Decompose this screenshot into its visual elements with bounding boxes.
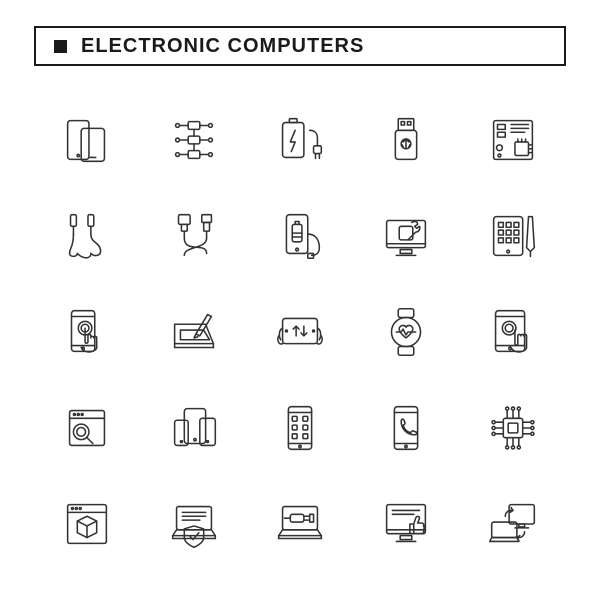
drawing-tablet-icon bbox=[140, 284, 246, 380]
battery-charge-icon bbox=[247, 92, 353, 188]
page-title: ELECTRONIC COMPUTERS bbox=[81, 35, 364, 58]
search-window-icon bbox=[34, 380, 140, 476]
phone-battery-icon bbox=[247, 188, 353, 284]
usb-flash-icon bbox=[353, 92, 459, 188]
cpu-chip-icon bbox=[460, 380, 566, 476]
cube-window-icon bbox=[34, 476, 140, 572]
network-nodes-icon bbox=[140, 92, 246, 188]
title-square-icon bbox=[54, 40, 67, 53]
icon-grid bbox=[34, 92, 566, 572]
tablet-hands-icon bbox=[247, 284, 353, 380]
monitor-wrench-icon bbox=[353, 188, 459, 284]
tablet-touch-icon bbox=[460, 284, 566, 380]
phone-touch-icon bbox=[34, 284, 140, 380]
audio-jacks-icon bbox=[34, 188, 140, 284]
motherboard-icon bbox=[460, 92, 566, 188]
devices-trio-icon bbox=[140, 380, 246, 476]
phone-apps-icon bbox=[247, 380, 353, 476]
phone-call-icon bbox=[353, 380, 459, 476]
phone-tablet-icon bbox=[34, 92, 140, 188]
laptop-plug-icon bbox=[247, 476, 353, 572]
device-sync-icon bbox=[460, 476, 566, 572]
laptop-shield-icon bbox=[140, 476, 246, 572]
tablet-stylus-icon bbox=[460, 188, 566, 284]
smartwatch-icon bbox=[353, 284, 459, 380]
usb-cable-icon bbox=[140, 188, 246, 284]
monitor-thumb-icon bbox=[353, 476, 459, 572]
title-bar: ELECTRONIC COMPUTERS bbox=[34, 26, 566, 66]
